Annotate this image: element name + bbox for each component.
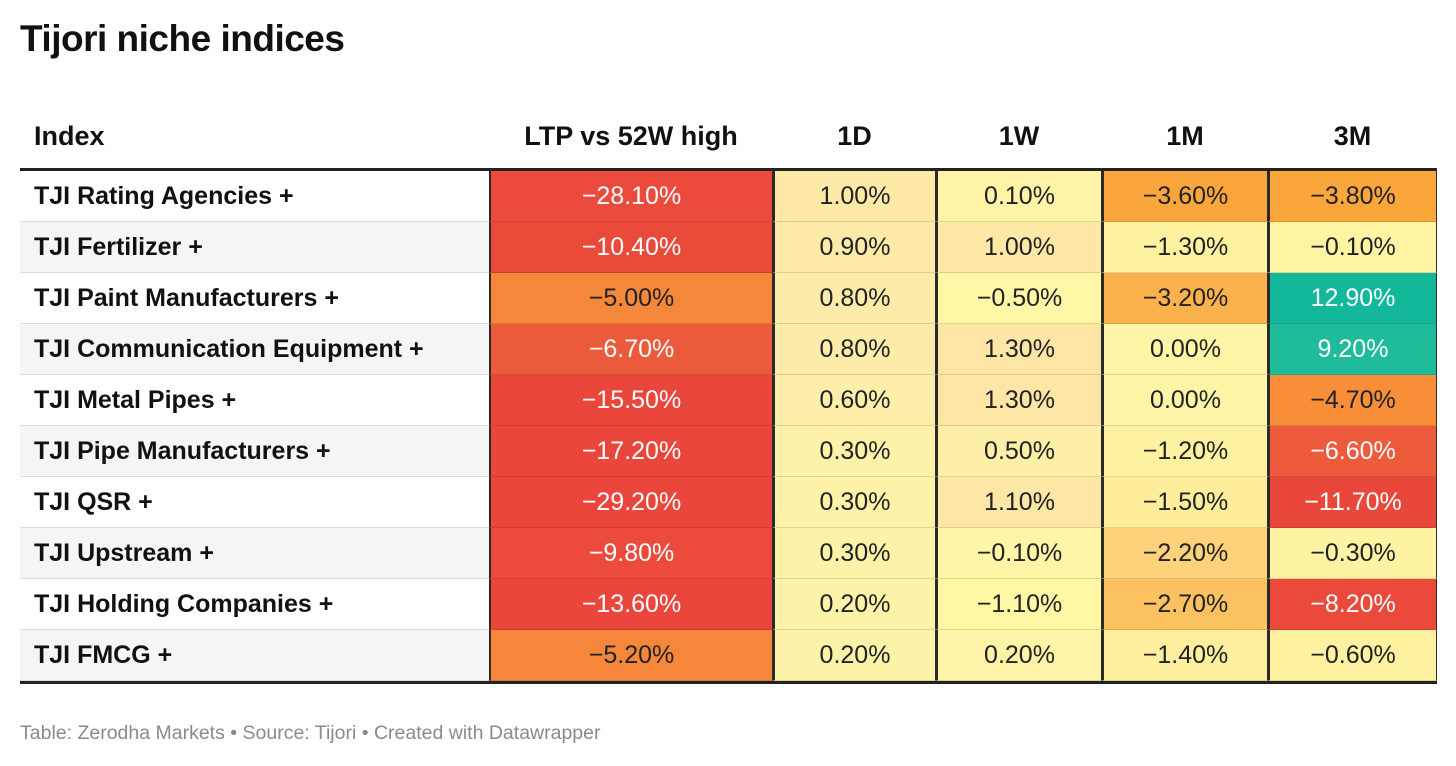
column-header: LTP vs 52W high [524,120,738,151]
value-cell: −1.20% [1102,426,1268,477]
value-cell: −8.20% [1268,579,1437,630]
row-label: TJI Paint Manufacturers + [20,273,489,324]
value-cell: −15.50% [489,375,773,426]
value-cell: 1.10% [936,477,1102,528]
footer: Table: Zerodha Markets • Source: Tijori … [20,722,601,744]
value-cell: −29.20% [489,477,773,528]
value-cell: −0.10% [936,528,1102,579]
value-cell: −0.10% [1268,222,1437,273]
value-cell: 9.20% [1268,324,1437,375]
value-cell: −6.60% [1268,426,1437,477]
value-cell: 0.00% [1102,375,1268,426]
value-cell: 12.90% [1268,273,1437,324]
value-cell: −1.50% [1102,477,1268,528]
value-cell: −0.50% [936,273,1102,324]
value-cell: −28.10% [489,171,773,222]
column-header: Index [34,120,105,151]
value-cell: −0.60% [1268,630,1437,681]
value-cell: 0.30% [773,528,936,579]
value-cell: 0.30% [773,477,936,528]
row-label: TJI FMCG + [20,630,489,681]
value-cell: −2.20% [1102,528,1268,579]
value-cell: −13.60% [489,579,773,630]
value-cell: −3.80% [1268,171,1437,222]
value-cell: 1.30% [936,375,1102,426]
value-cell: 0.00% [1102,324,1268,375]
value-cell: 1.00% [773,171,936,222]
value-cell: 1.30% [936,324,1102,375]
row-label: TJI QSR + [20,477,489,528]
value-cell: 0.80% [773,273,936,324]
row-label: TJI Upstream + [20,528,489,579]
column-header: 3M [1333,120,1372,151]
value-cell: −1.30% [1102,222,1268,273]
column-header: 1D [837,120,872,151]
value-cell: −4.70% [1268,375,1437,426]
value-cell: 1.00% [936,222,1102,273]
value-cell: 0.90% [773,222,936,273]
value-cell: 0.80% [773,324,936,375]
value-cell: 0.10% [936,171,1102,222]
column-header: 1M [1166,120,1204,151]
row-label: TJI Fertilizer + [20,222,489,273]
value-cell: 0.20% [773,579,936,630]
row-label: TJI Pipe Manufacturers + [20,426,489,477]
row-label: TJI Holding Companies + [20,579,489,630]
value-cell: 0.30% [773,426,936,477]
value-cell: 0.60% [773,375,936,426]
value-cell: −1.40% [1102,630,1268,681]
value-cell: −5.00% [489,273,773,324]
value-cell: 0.20% [936,630,1102,681]
value-cell: 0.20% [773,630,936,681]
header-rule [20,168,1437,171]
value-cell: −17.20% [489,426,773,477]
value-cell: −6.70% [489,324,773,375]
value-cell: −10.40% [489,222,773,273]
value-cell: −11.70% [1268,477,1437,528]
table: Index LTP vs 52W high 1D 1W 1M 3M TJI Rating A… [20,120,1437,684]
bottom-rule [20,681,1437,684]
value-cell: −3.60% [1102,171,1268,222]
value-cell: 0.50% [936,426,1102,477]
row-label: TJI Communication Equipment + [20,324,489,375]
column-header: 1W [998,120,1040,151]
value-cell: −5.20% [489,630,773,681]
value-cell: −9.80% [489,528,773,579]
row-label: TJI Rating Agencies + [20,171,489,222]
value-cell: −2.70% [1102,579,1268,630]
title: Tijori niche indices [20,18,345,59]
value-cell: −0.30% [1268,528,1437,579]
value-cell: −1.10% [936,579,1102,630]
value-cell: −3.20% [1102,273,1268,324]
row-label: TJI Metal Pipes + [20,375,489,426]
